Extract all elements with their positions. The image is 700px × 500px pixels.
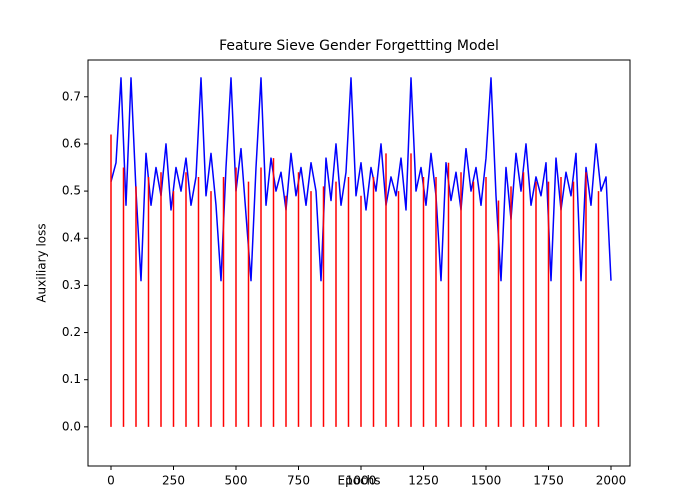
chart-title: Feature Sieve Gender Forgettting Model [219,38,499,54]
y-tick-label: 0.7 [62,89,81,103]
x-tick-label: 1000 [346,474,377,488]
x-tick-label: 500 [225,474,248,488]
y-tick-label: 0.2 [62,325,81,339]
plot-area [110,77,612,427]
y-tick-label: 0.4 [62,231,81,245]
x-tick-label: 1250 [408,474,439,488]
x-tick-label: 1750 [533,474,564,488]
y-axis-label: Auxiliary loss [35,223,49,302]
x-tick-label: 2000 [596,474,627,488]
y-tick-label: 0.6 [62,136,81,150]
x-tick-label: 750 [287,474,310,488]
x-tick-label: 250 [162,474,185,488]
y-tick-label: 0.0 [62,419,81,433]
y-tick-label: 0.3 [62,278,81,292]
x-tick-label: 1500 [471,474,502,488]
data-line [110,77,612,282]
y-tick-label: 0.1 [62,372,81,386]
x-tick-label: 0 [107,474,115,488]
axes-frame [87,59,631,467]
x-axis-label: Epochs [338,474,381,488]
y-tick-label: 0.5 [62,184,81,198]
